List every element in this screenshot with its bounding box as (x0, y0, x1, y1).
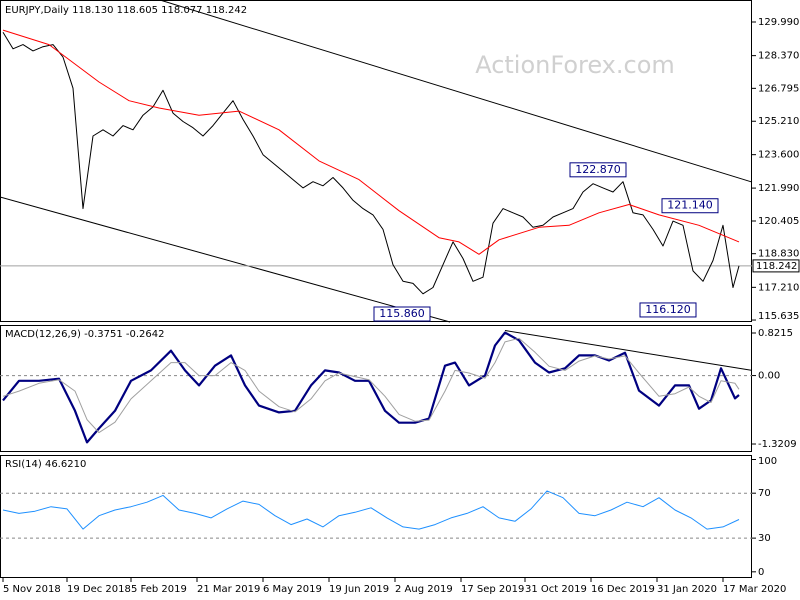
x-tick-label: 5 Nov 2018 (3, 584, 61, 595)
y-tick-label: 126.795 (758, 83, 799, 94)
y-tick-label: 100 (758, 456, 777, 467)
annotation-label: 122.870 (575, 163, 621, 176)
y-tick-label: 0.00 (758, 371, 780, 382)
y-tick-label: 118.830 (758, 249, 799, 260)
x-tick-label: 17 Mar 2020 (723, 584, 786, 595)
annotation-box (569, 162, 627, 178)
y-tick-label: 123.600 (758, 150, 799, 161)
x-tick-label: 31 Oct 2019 (525, 584, 587, 595)
y-tick-label: 30 (758, 533, 771, 544)
annotation-box (661, 198, 719, 214)
y-tick-label: 125.210 (758, 116, 799, 127)
trend-line (504, 329, 753, 371)
annotation-label: 115.860 (379, 307, 425, 320)
panel-title: RSI(14) 46.6210 (5, 459, 86, 470)
x-tick-label: 16 Dec 2019 (591, 584, 655, 595)
annotation-label: 121.140 (667, 199, 713, 212)
panel-frame (0, 455, 752, 578)
series-line (2, 337, 740, 434)
y-tick-label: 117.210 (758, 282, 799, 293)
annotation-label: 116.120 (645, 303, 691, 316)
x-tick-label: 31 Jan 2020 (657, 584, 717, 595)
series-line (2, 490, 740, 530)
last-price-label: 118.242 (756, 261, 797, 272)
series-line (2, 331, 740, 444)
panel-frame (0, 0, 752, 322)
watermark: ActionForex.com (475, 51, 675, 79)
x-tick-label: 5 Feb 2019 (131, 584, 187, 595)
y-tick-label: 115.635 (758, 311, 799, 322)
y-tick-label: 128.370 (758, 51, 799, 62)
y-tick-label: 0.8215 (758, 328, 793, 339)
last-price-box (752, 259, 800, 273)
y-tick-label: 120.405 (758, 216, 799, 227)
x-tick-label: 2 Aug 2019 (395, 584, 453, 595)
x-tick-label: 21 Mar 2019 (197, 584, 260, 595)
trend-line (0, 196, 451, 323)
y-tick-label: 121.990 (758, 183, 799, 194)
chart-title: EURJPY,Daily 118.130 118.605 118.077 118… (5, 5, 247, 16)
y-tick-label: 129.990 (758, 17, 799, 28)
y-tick-label: 70 (758, 488, 771, 499)
annotation-box (373, 306, 431, 322)
x-tick-label: 6 May 2019 (263, 584, 322, 595)
series-line (2, 29, 740, 255)
trend-line (159, 0, 753, 183)
y-tick-label: -1.3209 (758, 439, 797, 450)
x-tick-label: 19 Dec 2018 (67, 584, 131, 595)
panel-frame (0, 325, 752, 452)
panel-title: MACD(12,26,9) -0.3751 -0.2642 (5, 329, 165, 340)
y-tick-label: 0 (758, 567, 764, 578)
x-tick-label: 19 Jun 2019 (329, 584, 389, 595)
x-tick-label: 17 Sep 2019 (461, 584, 524, 595)
series-line (2, 31, 740, 295)
annotation-box (639, 302, 697, 318)
